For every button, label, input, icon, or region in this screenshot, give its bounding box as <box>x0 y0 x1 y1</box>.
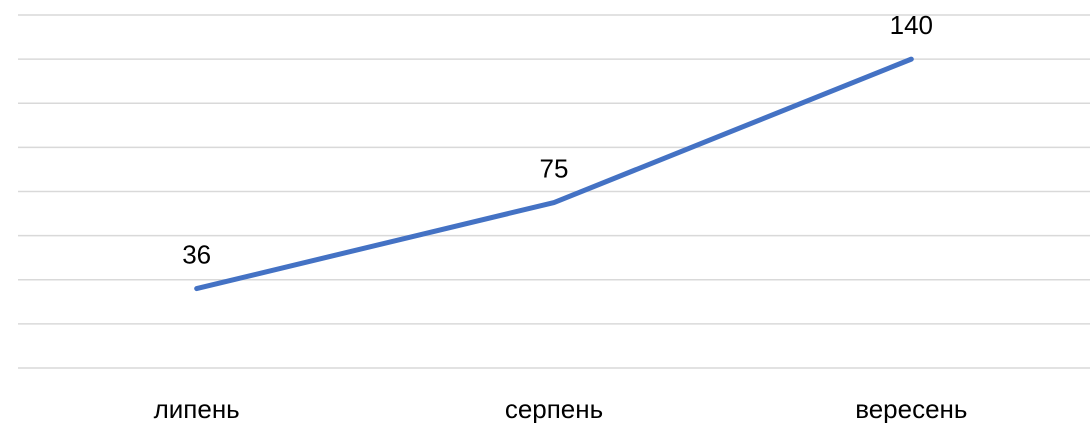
x-axis-tick-labels: липень серпень вересень <box>154 394 968 423</box>
series-line <box>194 56 914 292</box>
x-tick-label: липень <box>154 394 240 423</box>
x-tick-label: вересень <box>855 394 967 423</box>
data-label: 75 <box>540 154 569 184</box>
data-labels: 36 75 140 <box>182 10 933 269</box>
data-label: 140 <box>890 10 933 40</box>
series-group <box>194 56 914 292</box>
data-label: 36 <box>182 240 211 270</box>
gridlines <box>18 14 1090 369</box>
x-tick-label: серпень <box>505 394 603 423</box>
